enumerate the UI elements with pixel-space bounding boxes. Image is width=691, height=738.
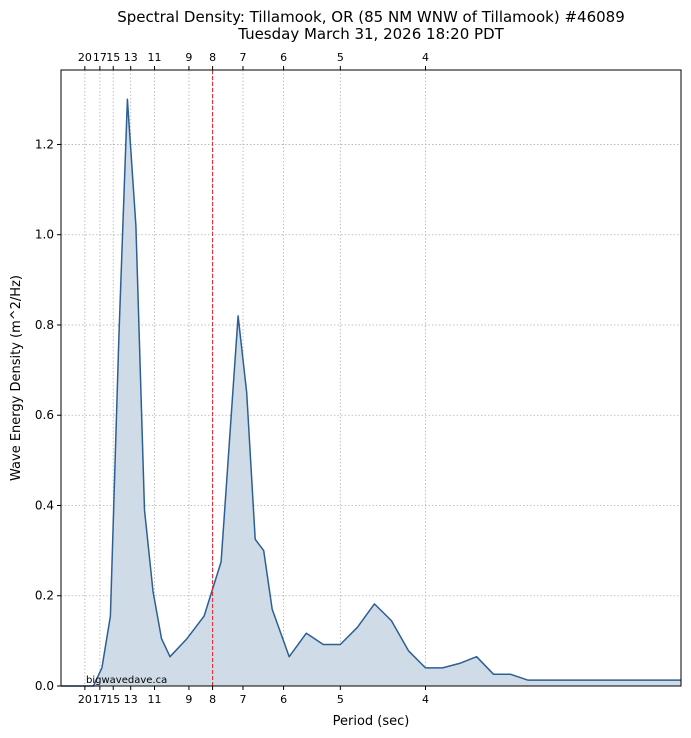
x-tick-label-bottom: 5	[337, 693, 344, 706]
x-tick-label-bottom: 4	[422, 693, 429, 706]
x-tick-label-top: 9	[185, 51, 192, 64]
spectrum-line	[61, 98, 681, 687]
y-tick-label: 0.2	[35, 589, 54, 603]
x-tick-label-bottom: 7	[240, 693, 247, 706]
x-tick-label-bottom: 15	[106, 693, 120, 706]
y-tick-label: 0.6	[35, 408, 54, 422]
x-tick-label-top: 17	[93, 51, 107, 64]
x-axis-bottom: 20 17 15 13 11 9 8 7 6 5 4	[78, 686, 429, 706]
chart-title: Spectral Density: Tillamook, OR (85 NM W…	[117, 8, 625, 26]
x-tick-label-bottom: 20	[78, 693, 92, 706]
x-tick-label-top: 7	[240, 51, 247, 64]
plot-frame	[60, 69, 682, 687]
x-tick-label-top: 20	[78, 51, 92, 64]
series-layer	[61, 98, 681, 687]
x-tick-label-bottom: 11	[148, 693, 162, 706]
y-tick-label: 0.0	[35, 679, 54, 693]
x-tick-label-top: 6	[280, 51, 287, 64]
x-axis-top: 20 17 15 13 11 9 8 7 6 5 4	[78, 51, 429, 70]
x-tick-label-bottom: 17	[93, 693, 107, 706]
x-axis-label: Period (sec)	[333, 714, 410, 729]
chart-subtitle: Tuesday March 31, 2026 18:20 PDT	[237, 25, 504, 43]
x-tick-label-bottom: 8	[209, 693, 216, 706]
x-tick-label-bottom: 13	[124, 693, 138, 706]
x-tick-label-top: 13	[124, 51, 138, 64]
x-tick-label-top: 5	[337, 51, 344, 64]
y-axis-label: Wave Energy Density (m^2/Hz)	[9, 275, 24, 481]
spectrum-area	[61, 99, 681, 687]
x-tick-label-top: 8	[209, 51, 216, 64]
y-tick-label: 1.2	[35, 137, 54, 151]
x-tick-label-bottom: 9	[185, 693, 192, 706]
y-tick-label: 0.8	[35, 318, 54, 332]
x-tick-label-bottom: 6	[280, 693, 287, 706]
x-tick-label-top: 15	[106, 51, 120, 64]
y-tick-label: 1.0	[35, 228, 54, 242]
watermark-text: bigwavedave.ca	[86, 675, 167, 686]
y-axis: 0.0 0.2 0.4 0.6 0.8 1.0 1.2	[35, 137, 61, 693]
x-tick-label-top: 11	[148, 51, 162, 64]
y-tick-label: 0.4	[35, 498, 54, 512]
x-tick-label-top: 4	[422, 51, 429, 64]
